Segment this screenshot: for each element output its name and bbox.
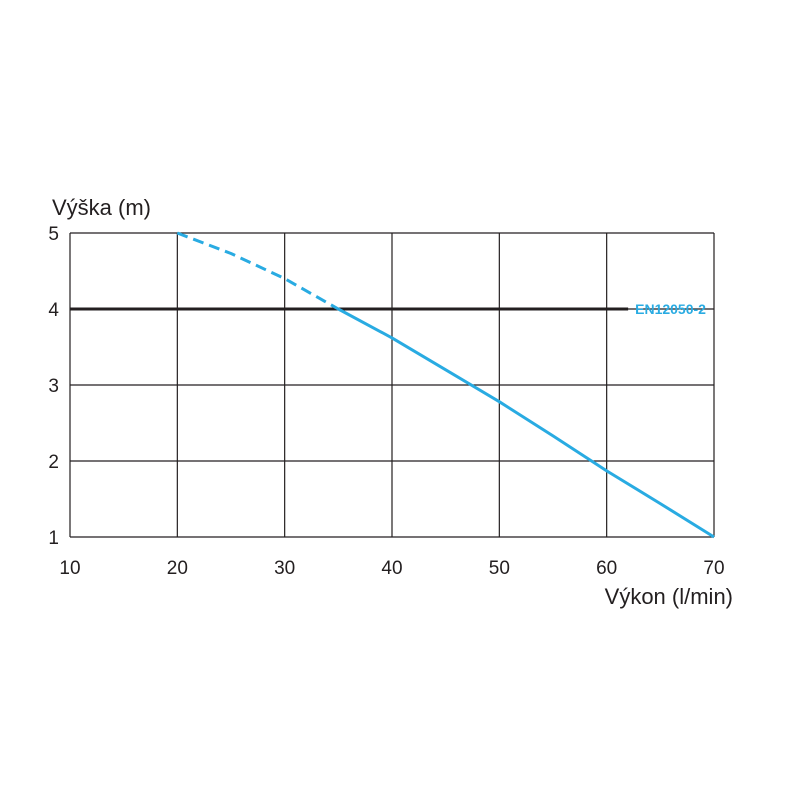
x-tick-label: 20 xyxy=(167,558,188,579)
x-axis-title: Výkon (l/min) xyxy=(605,584,733,609)
x-tick-label: 70 xyxy=(703,558,724,579)
series-line-solid xyxy=(337,307,715,539)
reference-lines: EN12050-2 xyxy=(70,301,706,317)
reference-line-label: EN12050-2 xyxy=(635,301,706,317)
y-tick-label: 5 xyxy=(48,224,59,245)
series-line-dashed xyxy=(176,231,340,311)
y-tick-labels: 1 2 3 4 5 xyxy=(48,224,59,549)
series-lines xyxy=(176,231,715,539)
x-tick-label: 30 xyxy=(274,558,295,579)
y-tick-label: 4 xyxy=(48,300,59,321)
x-tick-label: 10 xyxy=(59,558,80,579)
y-tick-label: 2 xyxy=(48,452,59,473)
x-tick-labels: 10 20 30 40 50 60 70 xyxy=(59,558,724,579)
x-tick-label: 50 xyxy=(489,558,510,579)
x-tick-label: 60 xyxy=(596,558,617,579)
x-tick-label: 40 xyxy=(381,558,402,579)
y-tick-label: 1 xyxy=(48,528,59,549)
y-tick-label: 3 xyxy=(48,376,59,397)
y-axis-title: Výška (m) xyxy=(52,195,151,220)
